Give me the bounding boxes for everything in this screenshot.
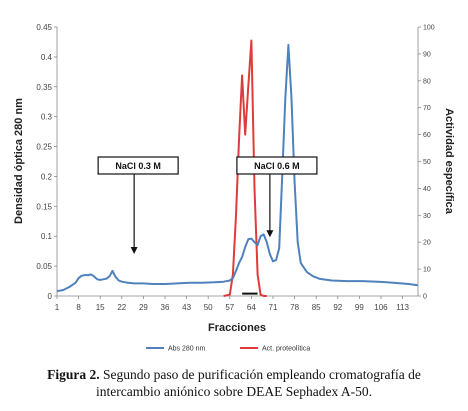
annotation-box <box>236 156 318 175</box>
y-tick-left-label: 0 <box>48 292 53 301</box>
legend-label-act: Act. proteolítica <box>262 346 310 353</box>
y-tick-left-label: 0.35 <box>36 83 52 92</box>
x-tick-label: 57 <box>225 303 234 312</box>
series-line-abs-280 <box>56 43 419 293</box>
y-tick-right-label: 100 <box>423 25 435 32</box>
y-tick-right-label: 80 <box>423 78 431 85</box>
annotation-arrow-head <box>266 230 274 238</box>
annotation-arrow-head <box>130 246 138 254</box>
y-tick-right-label: 20 <box>423 240 431 247</box>
y-tick-right-label: 0 <box>423 294 427 301</box>
x-tick-label: 99 <box>355 303 364 312</box>
y-tick-left-label: 0.25 <box>36 143 52 152</box>
x-tick-label: 85 <box>312 303 321 312</box>
legend: Abs 280 nm Act. proteolítica <box>146 346 310 353</box>
x-tick-label: 1 <box>55 303 60 312</box>
y-tick-right-label: 10 <box>423 267 431 274</box>
legend-label-abs: Abs 280 nm <box>168 346 206 353</box>
figure-caption: Figura 2. Segundo paso de purificación e… <box>0 366 468 400</box>
y-axis-title-right: Actividad específica <box>443 108 455 215</box>
annotation-label: NaCl 0.3 M <box>115 161 161 171</box>
x-tick-label: 22 <box>117 303 126 312</box>
series <box>56 39 419 297</box>
x-tick-label: 15 <box>96 303 105 312</box>
y-tick-left-label: 0.05 <box>36 262 52 271</box>
x-tick-label: 50 <box>204 303 213 312</box>
x-tick-label: 71 <box>269 303 278 312</box>
y-tick-right-label: 70 <box>423 105 431 112</box>
y-tick-right-label: 30 <box>423 213 431 220</box>
y-tick-left-label: 0.45 <box>36 23 52 32</box>
y-tick-left-label: 0.3 <box>41 113 53 122</box>
y-tick-right-label: 40 <box>423 186 431 193</box>
x-tick-label: 36 <box>161 303 170 312</box>
x-tick-label: 113 <box>396 303 409 312</box>
x-tick-label: 78 <box>290 303 299 312</box>
ticks: 0 0.05 0.1 0.15 0.2 0.25 0.3 0.35 0.4 0.45 0 10 20 30… <box>36 23 434 312</box>
series-line-act-proteolitica <box>223 39 267 297</box>
x-axis-title: Fracciones <box>208 322 266 334</box>
caption-line-2: intercambio aniónico sobre DEAE Sephadex… <box>96 384 372 399</box>
y-tick-left-label: 0.2 <box>41 172 53 181</box>
y-tick-left-label: 0.1 <box>41 232 53 241</box>
x-tick-label: 43 <box>182 303 191 312</box>
y-tick-right-label: 50 <box>423 159 431 166</box>
annotation-box <box>97 156 179 175</box>
caption-line-1: Segundo paso de purificación empleando c… <box>102 367 421 382</box>
annotation-label: NaCl 0.6 M <box>254 161 300 171</box>
x-tick-label: 92 <box>333 303 342 312</box>
y-tick-right-label: 60 <box>423 132 431 139</box>
caption-label: Figura 2. <box>47 367 100 382</box>
y-tick-right-label: 90 <box>423 51 431 58</box>
x-tick-label: 29 <box>139 303 148 312</box>
x-tick-label: 106 <box>374 303 388 312</box>
y-tick-left-label: 0.4 <box>41 53 53 62</box>
y-axis-title-left: Densidad óptica 280 nm <box>13 98 25 224</box>
annotations: NaCl 0.3 M NaCl 0.6 M <box>97 156 318 254</box>
y-tick-left-label: 0.15 <box>36 202 52 211</box>
x-tick-label: 64 <box>247 303 256 312</box>
x-tick-label: 8 <box>76 303 81 312</box>
